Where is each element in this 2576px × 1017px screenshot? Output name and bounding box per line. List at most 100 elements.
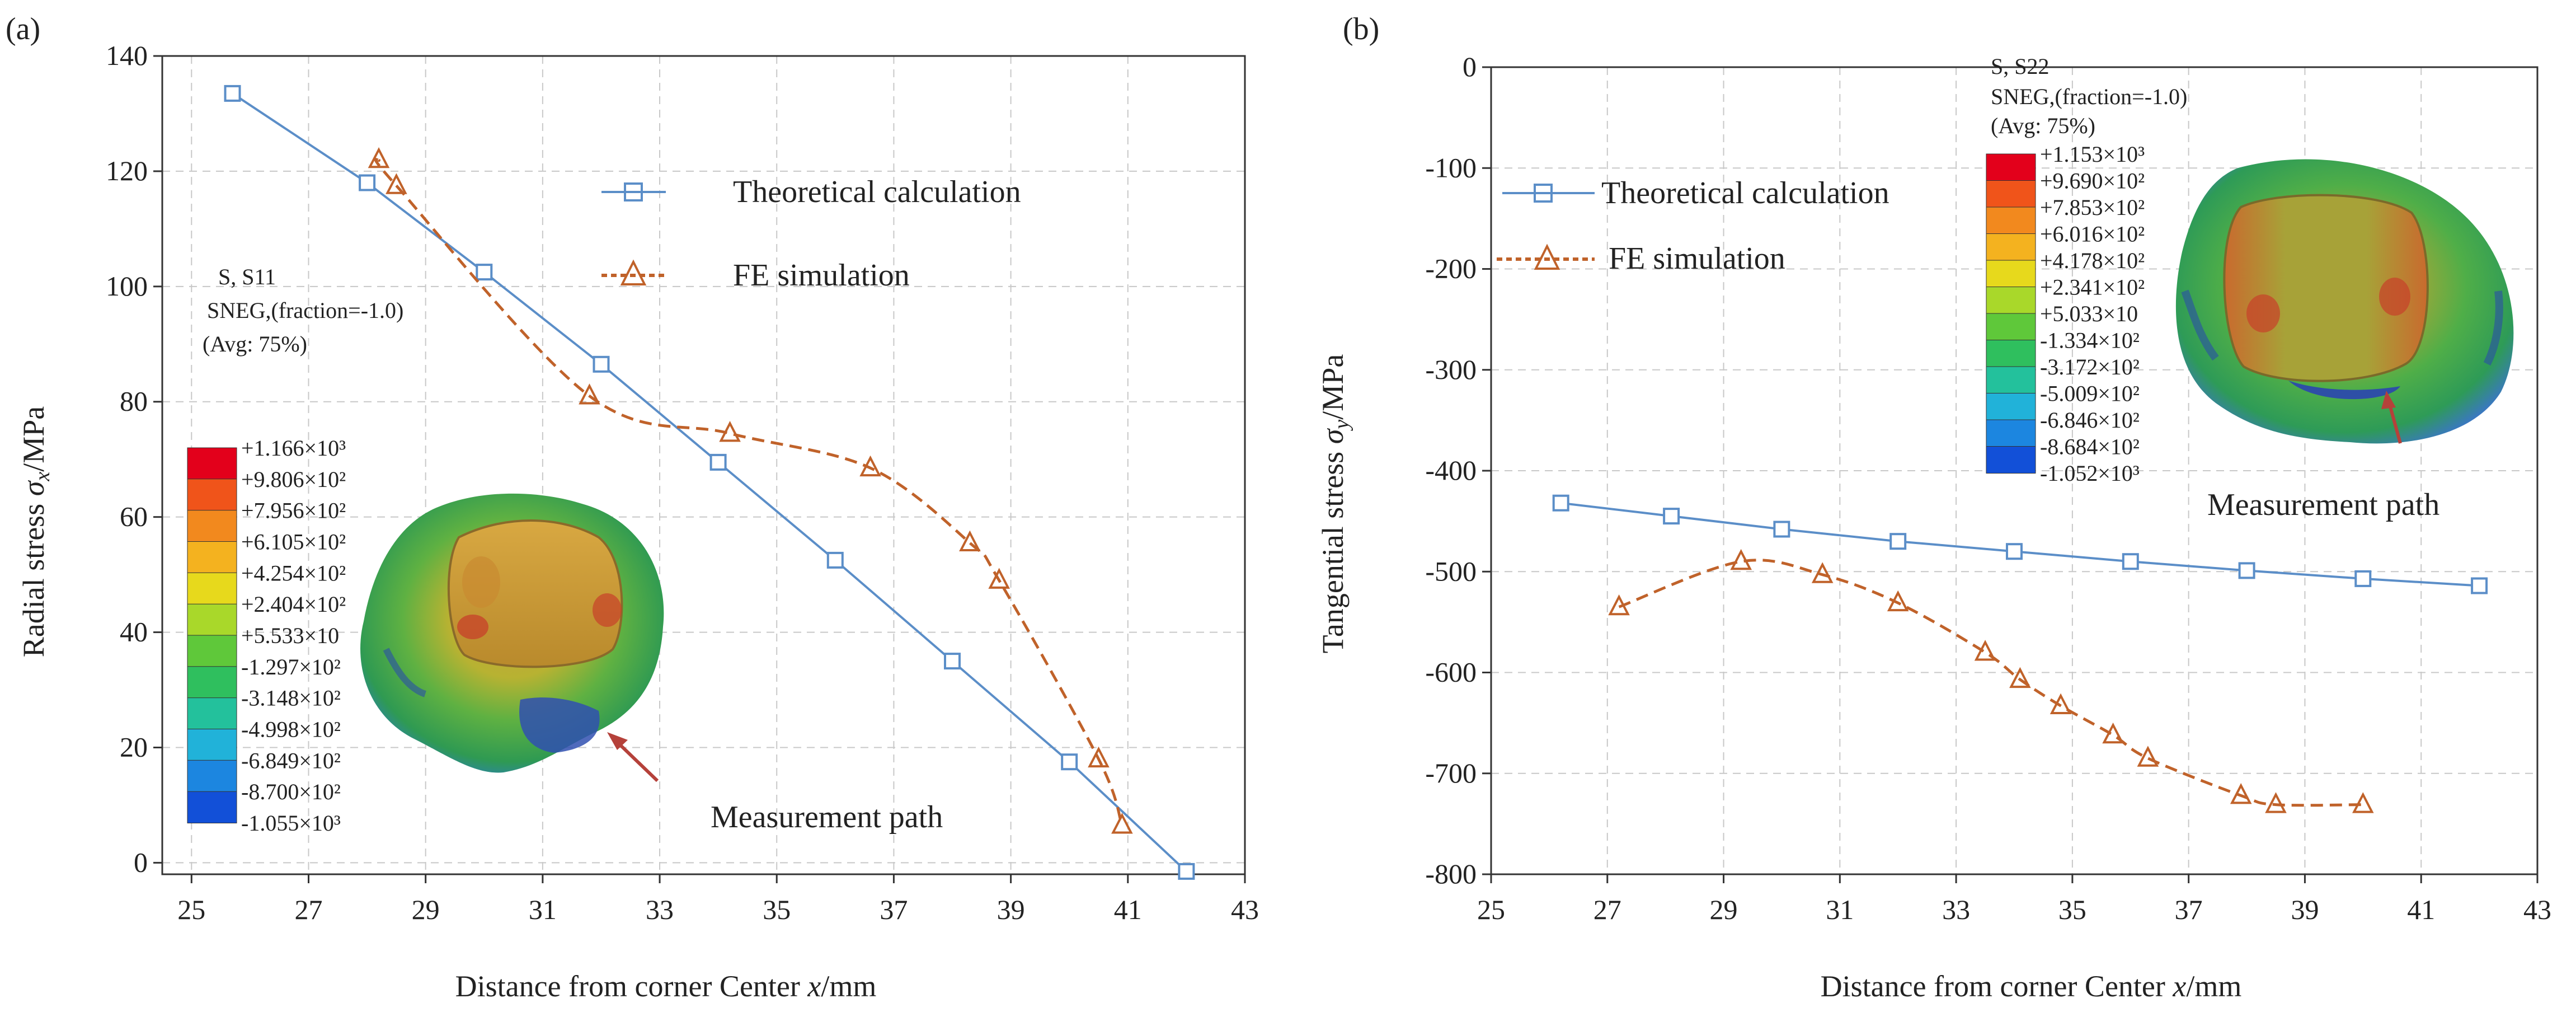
x-tick-label: 43: [1231, 894, 1259, 925]
colorbar-band: [187, 666, 237, 699]
series-line-fe: [1618, 559, 2363, 807]
colorbar-band: [187, 635, 237, 667]
colorbar-level: +6.105×10²: [241, 529, 346, 555]
legend-b-theory-label: Theoretical calculation: [1601, 176, 1889, 210]
marker-theoretical: [593, 355, 610, 373]
y-tick-label: 60: [120, 501, 148, 532]
marker-fe: [859, 455, 881, 477]
panel-b-x-axis-label: Distance from corner Center x/mm: [1821, 969, 2242, 1003]
y-tick-label: -700: [1425, 757, 1477, 789]
colorbar-level: -1.052×10³: [2040, 461, 2140, 486]
colorbar-band: [187, 541, 237, 574]
contour-a-colorbar: +1.166×10³ +9.806×10² +7.956×10² +6.105×10²…: [187, 435, 346, 836]
y-tick-label: -500: [1425, 555, 1477, 587]
legend-a-fe-marker: [620, 259, 647, 285]
x-tick-label: 41: [1114, 894, 1142, 925]
x-tick-label: 31: [1826, 894, 1854, 925]
panel-a-x-ticks: 25 27 29 31 33 35 37 39 41 43: [177, 894, 1259, 925]
colorbar-level: -1.334×10²: [2040, 328, 2140, 353]
marker-fe: [1974, 640, 1996, 661]
marker-theoretical: [1178, 863, 1195, 880]
colorbar-level: +1.166×10³: [241, 435, 346, 461]
colorbar-level: -8.684×10²: [2040, 434, 2140, 460]
x-tick-label: 31: [529, 894, 557, 925]
panel-b-y-ticks: 0 -100 -200 -300 -400 -500 -600 -700 -800: [1425, 51, 1477, 889]
colorbar-band: [1986, 313, 2036, 341]
colorbar-level: -3.172×10²: [2040, 354, 2140, 379]
marker-fe: [1887, 590, 1909, 612]
marker-theoretical: [224, 85, 241, 102]
marker-fe: [2230, 783, 2252, 804]
marker-fe: [959, 530, 981, 551]
colorbar-level: -4.998×10²: [241, 717, 341, 742]
colorbar-band: [187, 791, 237, 823]
colorbar-band: [1986, 340, 2036, 367]
contour-a-subtitle: SNEG,(fraction=-1.0): [207, 298, 403, 323]
colorbar-level: +7.956×10²: [241, 498, 346, 523]
measurement-arrowhead-b: [2381, 391, 2396, 409]
x-tick-label: 37: [880, 894, 908, 925]
colorbar-band: [187, 603, 237, 636]
contour-b-subtitle: SNEG,(fraction=-1.0): [1991, 84, 2187, 109]
colorbar-band: [1986, 180, 2036, 208]
panel-b: (b) 25 27 29 31 33 35 37 39 41 43 0 -100 -200 -300 -4…: [1316, 12, 2551, 1003]
marker-fe: [2009, 667, 2031, 688]
colorbar-band: [187, 510, 237, 542]
colorbar-level: +2.404×10²: [241, 592, 346, 617]
marker-fe: [719, 421, 741, 442]
x-tick-label: 27: [294, 894, 322, 925]
colorbar-level: -1.297×10²: [241, 654, 341, 679]
panel-a-contour-inset: S, S11 SNEG,(fraction=-1.0) (Avg: 75%) +…: [187, 264, 943, 836]
contour-b-avg: (Avg: 75%): [1991, 113, 2095, 138]
x-tick-label: 29: [412, 894, 440, 925]
marker-theoretical: [944, 653, 961, 670]
panel-a-grid: [162, 55, 1245, 874]
colorbar-band: [1986, 446, 2036, 474]
contour-a-model-image: [360, 493, 664, 773]
marker-theoretical: [2471, 577, 2488, 594]
x-tick-label: 41: [2407, 894, 2435, 925]
contour-b-model-image: [2175, 159, 2514, 444]
series-line-fe: [374, 158, 1124, 826]
marker-theoretical: [476, 264, 493, 281]
colorbar-level: -6.846×10²: [2040, 407, 2140, 433]
x-tick-label: 39: [2291, 894, 2319, 925]
legend-b-theory-marker: [1534, 184, 1553, 203]
marker-fe: [1608, 594, 1630, 616]
panel-a-label: (a): [6, 12, 40, 46]
colorbar-level: -6.849×10²: [241, 748, 341, 773]
panel-a-axes: [153, 55, 1246, 883]
colorbar-band: [187, 760, 237, 793]
y-tick-label: -600: [1425, 657, 1477, 688]
marker-fe: [1730, 549, 1752, 570]
colorbar-level: +4.254×10²: [241, 560, 346, 585]
legend-a-theory-label: Theoretical calculation: [733, 175, 1021, 209]
colorbar-level: -1.055×10³: [241, 810, 341, 836]
x-tick-label: 35: [763, 894, 791, 925]
colorbar-level: +5.033×10: [2040, 301, 2138, 326]
panel-b-label: (b): [1343, 12, 1379, 46]
y-tick-label: 80: [120, 386, 148, 417]
marker-theoretical: [826, 551, 844, 569]
colorbar-band: [1986, 260, 2036, 288]
marker-theoretical: [2354, 570, 2372, 587]
marker-fe: [2102, 722, 2124, 744]
colorbar-level: +7.853×10²: [2040, 195, 2145, 220]
colorbar-level: -5.009×10²: [2040, 381, 2140, 406]
measurement-arrowhead-a: [607, 732, 628, 750]
marker-fe: [2137, 746, 2159, 767]
measurement-path-b: Measurement path: [2207, 488, 2439, 522]
panel-a: (a) 25 27 29 31 33 35 37 39 41 43 0 20 40 60 80 100 120…: [6, 12, 1259, 1003]
y-tick-label: 20: [120, 731, 148, 762]
legend-a-fe-label: FE simulation: [733, 258, 910, 293]
marker-theoretical: [2122, 553, 2139, 570]
marker-theoretical: [1889, 533, 1907, 550]
colorbar-level: +9.690×10²: [2040, 168, 2145, 194]
contour-b-title: S, S22: [1991, 54, 2049, 79]
panel-a-legend: Theoretical calculation FE simulation: [601, 175, 1021, 293]
y-tick-label: 0: [134, 846, 148, 878]
y-tick-label: -800: [1425, 858, 1477, 889]
y-tick-label: 120: [106, 155, 148, 186]
colorbar-level: +4.178×10²: [2040, 248, 2145, 273]
